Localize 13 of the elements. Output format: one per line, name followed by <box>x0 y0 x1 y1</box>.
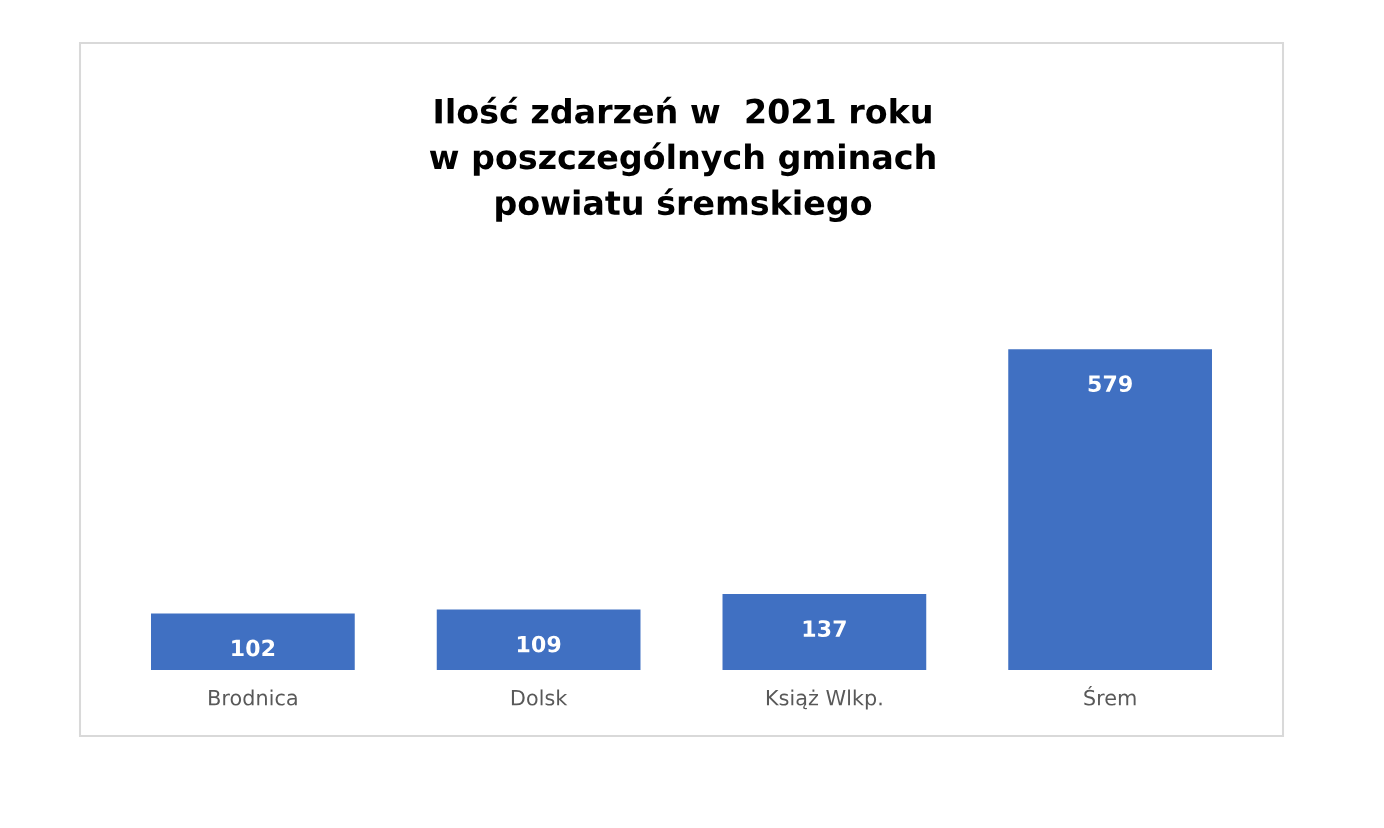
bar <box>722 594 927 670</box>
data-label: 109 <box>517 635 561 653</box>
x-tick-label: Brodnica <box>209 689 297 706</box>
data-label: 579 <box>1088 375 1132 393</box>
bar <box>151 613 355 670</box>
bar <box>436 609 641 670</box>
x-tick-label: Dolsk <box>511 689 568 706</box>
x-tick-label: Śrem <box>1084 686 1136 706</box>
data-label: 102 <box>232 639 275 657</box>
chart-title: Ilość zdarzeń w 2021 roku w poszczególnych gminach powiatu śremskiego <box>429 96 935 222</box>
x-tick-label: Książ Wlkp. <box>766 689 882 710</box>
bar <box>1008 349 1212 670</box>
data-label: 137 <box>803 620 846 637</box>
